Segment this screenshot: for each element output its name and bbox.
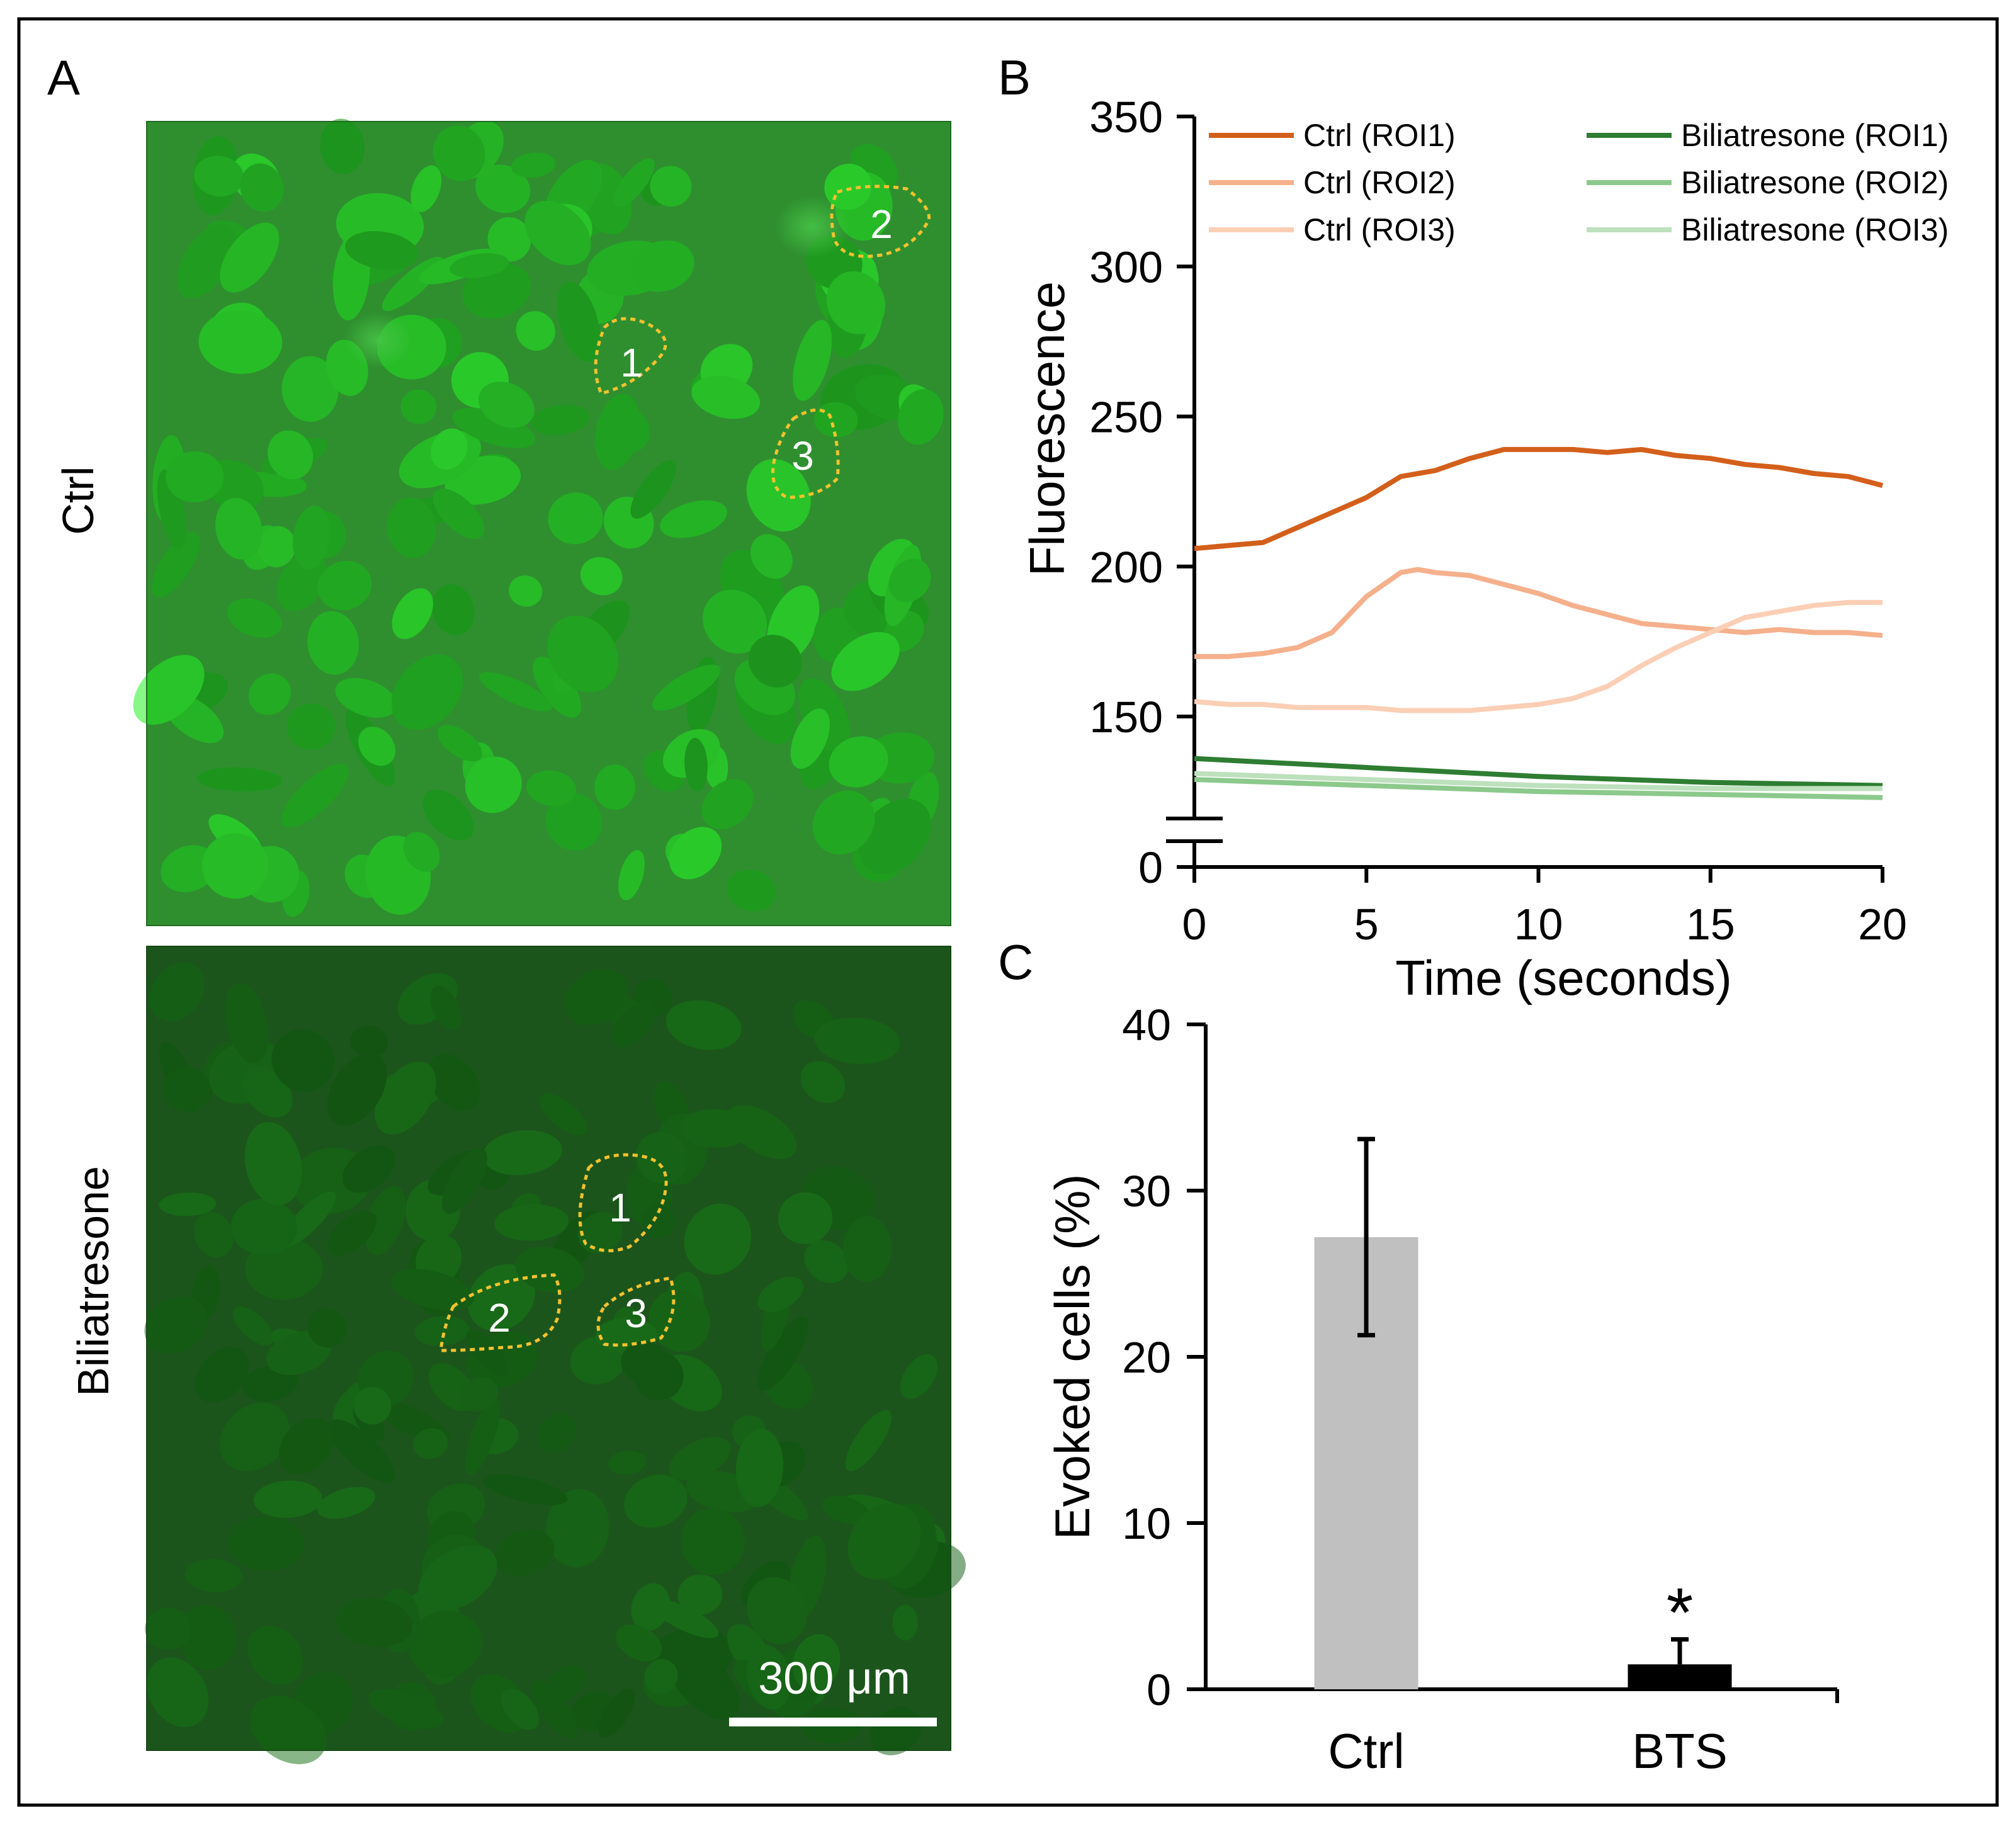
ctrl-roi-2-label: 2 bbox=[870, 201, 893, 247]
bts-roi-1-outline bbox=[578, 1153, 668, 1252]
y-tick-label: 0 bbox=[1138, 843, 1163, 892]
y-tick-label: 30 bbox=[1122, 1167, 1171, 1216]
bar-bts bbox=[1628, 1664, 1732, 1689]
y-axis-label: Evoked cells (%) bbox=[1045, 1174, 1100, 1540]
ctrl-roi-1-outline bbox=[594, 317, 667, 395]
panel-c-label: C bbox=[998, 934, 1033, 990]
legend-label: Ctrl (ROI3) bbox=[1303, 212, 1456, 247]
bts-roi-3-label: 3 bbox=[625, 1291, 647, 1336]
y-tick-label: 300 bbox=[1089, 242, 1163, 292]
bts-row-label: Biliatresone bbox=[69, 1166, 118, 1396]
legend-label: Biliatresone (ROI3) bbox=[1681, 212, 1949, 247]
series-line-1 bbox=[1194, 446, 1884, 552]
x-axis-label: Time (seconds) bbox=[1395, 950, 1732, 1005]
legend-label: Ctrl (ROI2) bbox=[1303, 165, 1456, 200]
scale-bar bbox=[729, 1718, 937, 1726]
y-tick-label: 150 bbox=[1089, 693, 1163, 742]
bar-chart: 0 10 20 30 40 Evoked cells (%) Ctrl BTS * bbox=[1045, 1000, 1839, 1779]
axis-break-gap bbox=[1166, 820, 1223, 840]
legend-label: Biliatresone (ROI2) bbox=[1681, 165, 1949, 200]
y-tick-label: 0 bbox=[1147, 1665, 1171, 1714]
bts-roi-2-outline bbox=[439, 1273, 562, 1352]
ctrl-micrograph bbox=[133, 118, 951, 926]
series-line-4 bbox=[1194, 756, 1883, 788]
bts-roi-1-label: 1 bbox=[609, 1185, 631, 1230]
line-chart: 0 150 200 250 300 350 0 5 10 15 20 Time (seconds) Fl… bbox=[1019, 93, 1949, 1005]
ctrl-roi-1-label: 1 bbox=[620, 340, 643, 385]
panel-a-label: A bbox=[47, 50, 80, 105]
ctrl-row-label: Ctrl bbox=[54, 467, 103, 535]
series-line-3 bbox=[1194, 599, 1883, 713]
x-tick-label: 0 bbox=[1182, 900, 1207, 949]
y-tick-label: 10 bbox=[1122, 1499, 1171, 1548]
y-axis-label: Fluorescence bbox=[1019, 281, 1075, 576]
series-line-5 bbox=[1194, 777, 1883, 800]
y-tick-label: 250 bbox=[1089, 393, 1163, 442]
panel-b-label: B bbox=[998, 50, 1031, 105]
x-tick-label: 5 bbox=[1354, 900, 1379, 949]
x-tick-label: Ctrl bbox=[1328, 1723, 1404, 1779]
y-tick-label: 350 bbox=[1089, 93, 1163, 142]
x-tick-label: 15 bbox=[1686, 900, 1735, 949]
series-line-6 bbox=[1194, 771, 1883, 791]
y-tick-label: 40 bbox=[1122, 1000, 1171, 1050]
scale-bar-label: 300 μm bbox=[758, 1653, 910, 1704]
legend-label: Biliatresone (ROI1) bbox=[1681, 118, 1949, 153]
x-tick-label: 10 bbox=[1514, 900, 1563, 949]
significance-marker: * bbox=[1667, 1574, 1694, 1651]
y-tick-label: 20 bbox=[1122, 1333, 1171, 1382]
x-tick-label: BTS bbox=[1632, 1723, 1728, 1779]
ctrl-roi-3-outline bbox=[771, 408, 840, 499]
ctrl-roi-3-label: 3 bbox=[791, 433, 814, 479]
legend-label: Ctrl (ROI1) bbox=[1303, 118, 1456, 153]
bts-micrograph bbox=[144, 946, 966, 1764]
bts-roi-3-outline bbox=[596, 1276, 676, 1347]
series-line-2 bbox=[1194, 567, 1883, 659]
x-tick-label: 20 bbox=[1858, 900, 1907, 949]
y-tick-label: 200 bbox=[1089, 543, 1163, 592]
bts-roi-2-label: 2 bbox=[488, 1295, 511, 1340]
